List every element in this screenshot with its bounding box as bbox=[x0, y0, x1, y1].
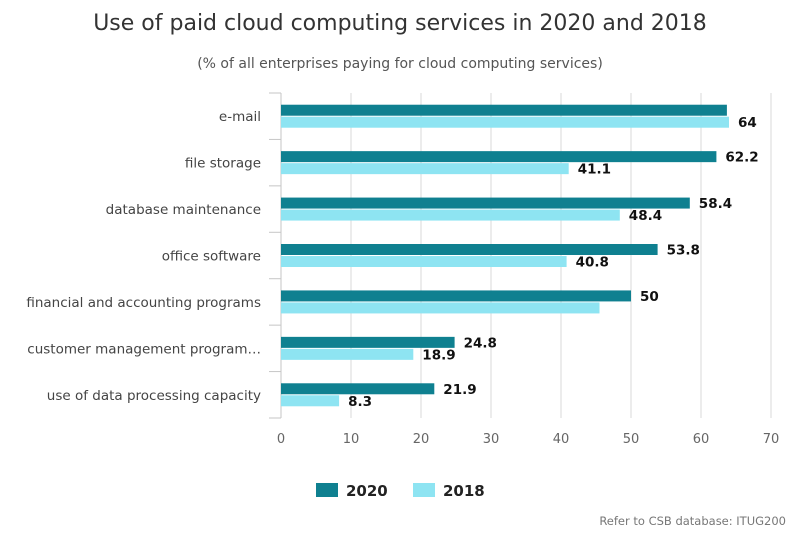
legend[interactable]: 2020 2018 bbox=[316, 482, 485, 500]
x-tick-label-10: 10 bbox=[343, 432, 360, 447]
data-label-2018-3: 40.8 bbox=[576, 255, 609, 271]
x-tick-label-60: 60 bbox=[693, 432, 710, 447]
labels: 0 10 20 30 40 50 60 70 e-mail 64 file storage 62.2 4… bbox=[26, 109, 779, 447]
data-label-2018-2: 48.4 bbox=[629, 208, 662, 224]
legend-swatch-2020[interactable] bbox=[316, 483, 338, 497]
bar-2018-2[interactable] bbox=[281, 209, 620, 221]
category-label: e-mail bbox=[219, 109, 261, 125]
bar-2018-5[interactable] bbox=[281, 348, 414, 360]
category-label: database maintenance bbox=[106, 202, 261, 218]
legend-label-2020[interactable]: 2020 bbox=[346, 482, 388, 500]
legend-swatch-2018[interactable] bbox=[413, 483, 435, 497]
x-tick-label-20: 20 bbox=[413, 432, 430, 447]
x-tick-label-0: 0 bbox=[277, 432, 285, 447]
category-label: file storage bbox=[185, 156, 261, 172]
category-label: financial and accounting programs bbox=[26, 295, 261, 311]
x-tick-label-40: 40 bbox=[553, 432, 570, 447]
data-label-2020-5: 24.8 bbox=[464, 335, 497, 351]
bar-2020-2[interactable] bbox=[281, 197, 690, 209]
bar-2020-5[interactable] bbox=[281, 336, 455, 348]
source-credit: Refer to CSB database: ITUG200 bbox=[599, 514, 786, 528]
x-tick-label-50: 50 bbox=[623, 432, 640, 447]
x-tick-label-30: 30 bbox=[483, 432, 500, 447]
bar-2020-6[interactable] bbox=[281, 383, 435, 395]
chart-subtitle: (% of all enterprises paying for cloud c… bbox=[197, 56, 603, 72]
data-label-2018-0: 64 bbox=[738, 115, 757, 131]
data-label-2020-6: 21.9 bbox=[443, 382, 476, 398]
bar-2020-1[interactable] bbox=[281, 151, 717, 163]
bar-2020-4[interactable] bbox=[281, 290, 631, 302]
legend-label-2018[interactable]: 2018 bbox=[443, 482, 485, 500]
data-label-2020-4: 50 bbox=[640, 289, 659, 305]
bars[interactable] bbox=[281, 104, 729, 407]
data-label-2018-5: 18.9 bbox=[422, 347, 455, 363]
data-label-2018-1: 41.1 bbox=[578, 162, 611, 178]
category-label: use of data processing capacity bbox=[47, 388, 261, 404]
gridlines bbox=[269, 92, 772, 419]
data-label-2020-1: 62.2 bbox=[725, 150, 758, 166]
bar-2018-1[interactable] bbox=[281, 163, 569, 175]
bar-2018-0[interactable] bbox=[281, 116, 729, 128]
data-label-2020-2: 58.4 bbox=[699, 196, 732, 212]
data-label-2018-6: 8.3 bbox=[348, 394, 372, 410]
category-label: customer management program… bbox=[27, 341, 261, 357]
chart-title: Use of paid cloud computing services in … bbox=[93, 11, 707, 36]
category-label: office software bbox=[162, 249, 261, 265]
bar-2020-0[interactable] bbox=[281, 104, 727, 116]
bar-2018-6[interactable] bbox=[281, 395, 340, 407]
data-label-2020-3: 53.8 bbox=[667, 243, 700, 259]
bar-2020-3[interactable] bbox=[281, 244, 658, 255]
bar-2018-4[interactable] bbox=[281, 302, 600, 314]
x-tick-label-70: 70 bbox=[763, 432, 780, 447]
bar-2018-3[interactable] bbox=[281, 256, 567, 267]
